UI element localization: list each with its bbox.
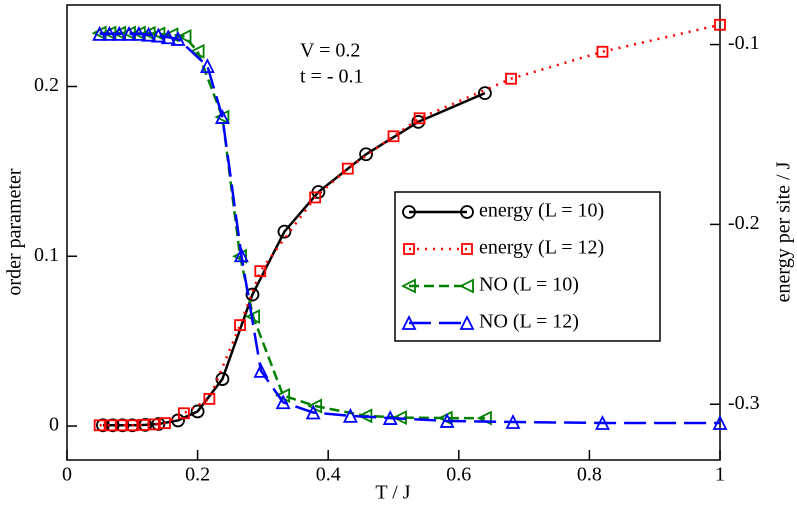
x-tick-label: 1 xyxy=(715,464,725,486)
x-axis-label: T / J xyxy=(375,482,410,504)
plot-frame xyxy=(66,4,721,461)
y-axis-label: order parameter xyxy=(4,168,26,295)
legend-label: energy (L = 12) xyxy=(479,237,604,259)
y-tick-label: 0 xyxy=(49,414,59,436)
marker xyxy=(234,319,246,332)
marker xyxy=(190,404,205,419)
legend-label: NO (L = 10) xyxy=(479,274,579,296)
marker xyxy=(111,25,127,41)
marker xyxy=(199,58,215,74)
marker xyxy=(458,278,474,294)
marker xyxy=(402,205,416,219)
marker xyxy=(459,314,475,330)
marker xyxy=(214,109,230,124)
marker xyxy=(111,25,127,41)
marker xyxy=(460,205,474,219)
marker xyxy=(141,26,157,42)
marker xyxy=(275,388,291,403)
marker xyxy=(253,362,269,378)
y2-tick-label: -0.3 xyxy=(728,392,760,414)
marker xyxy=(147,418,160,431)
marker xyxy=(505,72,517,85)
legend-label: energy (L = 10) xyxy=(479,200,604,222)
marker xyxy=(177,407,190,420)
marker xyxy=(382,410,398,425)
marker xyxy=(93,419,106,432)
x-tick-label: 0.4 xyxy=(316,464,341,486)
legend-label: NO (L = 12) xyxy=(479,311,579,333)
marker xyxy=(254,265,267,278)
marker xyxy=(203,392,216,405)
legend-box xyxy=(394,191,661,342)
marker xyxy=(138,418,153,432)
marker xyxy=(101,25,117,41)
marker xyxy=(342,407,358,423)
marker xyxy=(712,414,728,430)
marker xyxy=(105,418,120,433)
marker xyxy=(359,147,373,162)
marker xyxy=(413,112,426,125)
marker xyxy=(505,413,521,429)
marker xyxy=(478,86,492,101)
marker xyxy=(160,29,176,45)
y2-axis-label: energy per site / J xyxy=(773,161,795,302)
marker xyxy=(439,412,455,428)
y-tick-label: 0.1 xyxy=(34,244,59,266)
marker xyxy=(115,419,128,432)
marker xyxy=(305,404,321,420)
marker xyxy=(387,130,400,143)
marker xyxy=(275,394,291,410)
marker xyxy=(159,417,171,430)
marker xyxy=(233,247,249,263)
x-tick-label: 0.2 xyxy=(185,464,210,486)
marker xyxy=(341,162,354,175)
marker xyxy=(595,414,610,430)
x-tick-label: 0 xyxy=(62,464,72,486)
x-tick-label: 0.6 xyxy=(446,464,471,486)
marker xyxy=(309,191,322,204)
marker xyxy=(403,243,415,255)
annotation: V = 0.2 xyxy=(300,40,360,62)
marker xyxy=(596,45,609,58)
marker xyxy=(714,18,726,31)
marker xyxy=(189,43,205,59)
marker xyxy=(121,25,137,41)
y2-tick-label: -0.1 xyxy=(728,32,760,54)
annotation: t = - 0.1 xyxy=(300,66,364,88)
marker xyxy=(92,25,108,41)
marker xyxy=(150,27,166,43)
marker xyxy=(245,287,260,302)
y2-tick-label: -0.2 xyxy=(728,212,760,234)
marker xyxy=(400,278,416,294)
marker xyxy=(131,25,147,41)
marker xyxy=(392,410,407,426)
x-tick-label: 0.8 xyxy=(577,464,602,486)
marker xyxy=(461,243,473,255)
marker xyxy=(277,224,292,239)
marker xyxy=(176,28,192,44)
y-tick-label: 0.2 xyxy=(34,74,59,96)
marker xyxy=(170,30,186,46)
marker xyxy=(401,314,417,330)
marker xyxy=(126,419,139,432)
